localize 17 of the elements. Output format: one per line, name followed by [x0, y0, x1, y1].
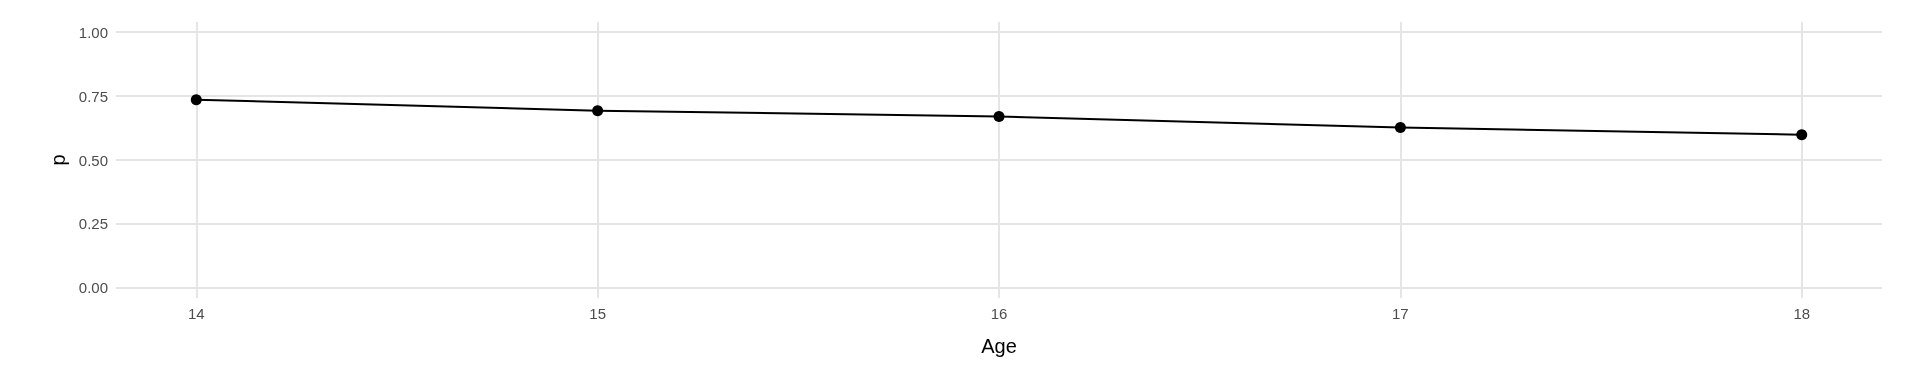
- x-tick-label: 14: [187, 305, 205, 322]
- x-tick-label: 15: [589, 305, 606, 322]
- x-axis-title: Age: [981, 335, 1017, 357]
- point: [592, 105, 604, 117]
- y-tick-label: 0.50: [78, 151, 108, 169]
- y-axis-title: p: [46, 154, 69, 166]
- point: [1796, 129, 1808, 141]
- x-tick-label: 17: [1392, 305, 1409, 322]
- x-tick-label: 16: [990, 305, 1008, 322]
- point: [1394, 122, 1406, 134]
- x-tick-label: 18: [1793, 305, 1811, 322]
- y-tick-label: 0.25: [78, 215, 108, 233]
- point: [993, 111, 1005, 123]
- y-tick-label: 1.00: [78, 23, 108, 41]
- y-tick-label: 0.75: [78, 87, 108, 105]
- y-tick-label: 0.00: [78, 279, 108, 297]
- point: [190, 94, 202, 106]
